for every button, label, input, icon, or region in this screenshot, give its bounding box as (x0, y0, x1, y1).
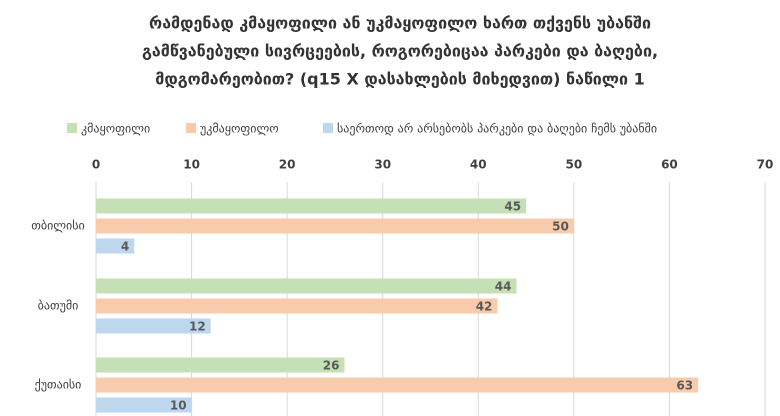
category-label: თბილისი (31, 219, 85, 233)
x-tick-label: 60 (661, 158, 678, 172)
category-label: ბათუმი (38, 299, 79, 313)
bar (96, 318, 211, 334)
legend-label: უკმაყოფილო (200, 122, 279, 136)
x-tick-label: 70 (757, 158, 774, 172)
x-tick-label: 10 (183, 158, 200, 172)
x-tick-label: 0 (92, 158, 100, 172)
x-tick-label: 40 (470, 158, 487, 172)
bar (96, 218, 574, 234)
category-label: ქუთაისი (35, 378, 82, 392)
value-label: 63 (676, 379, 693, 393)
value-label: 50 (552, 220, 569, 234)
x-tick-label: 30 (374, 158, 391, 172)
value-label: 42 (476, 300, 493, 314)
bar (96, 278, 517, 294)
legend-swatch (186, 123, 196, 133)
chart-title: რამდენად კმაყოფილი ან უკმაყოფილო ხართ თქ… (149, 14, 651, 33)
chart-title: მდგომარეობით? (q15 X დასახლების მიხედვით… (155, 70, 644, 89)
legend-label: კმაყოფილი (81, 122, 150, 136)
value-label: 44 (495, 280, 512, 294)
legend-swatch (67, 123, 77, 133)
bar (96, 357, 345, 373)
value-label: 26 (323, 359, 340, 373)
bar (96, 198, 527, 214)
bar (96, 377, 699, 393)
bar (96, 397, 192, 413)
bar (96, 298, 498, 314)
value-label: 12 (189, 320, 206, 334)
bar (96, 238, 135, 254)
legend-swatch (323, 123, 333, 133)
legend-label: საერთოდ არ არსებობს პარკები და ბაღები ჩე… (337, 122, 657, 136)
value-label: 45 (504, 200, 521, 214)
x-tick-label: 50 (566, 158, 583, 172)
x-tick-label: 20 (279, 158, 296, 172)
value-label: 4 (121, 240, 129, 254)
value-label: 10 (170, 399, 187, 413)
chart-title: გამწვანებული სივრცეების, როგორებიცაა პარ… (142, 42, 658, 61)
